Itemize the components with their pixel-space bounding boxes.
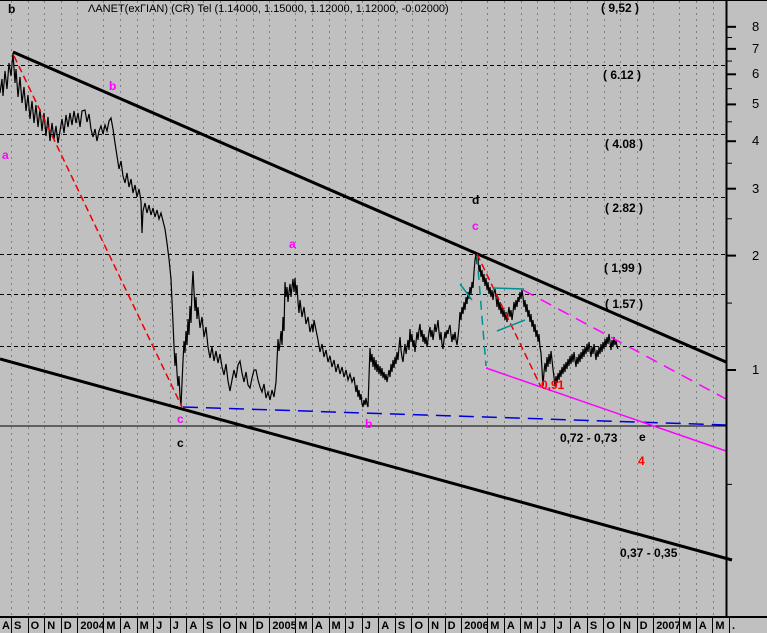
x-axis-month-cell: N <box>620 618 637 633</box>
x-axis-year-cell: 2006 <box>461 618 487 633</box>
teal-left-segment <box>459 283 473 301</box>
x-axis-month-cell: D <box>252 618 270 633</box>
magenta-solid-trendline <box>485 367 727 452</box>
x-axis-month-cell: M <box>295 618 312 633</box>
magenta-dashed-trendline <box>522 289 727 400</box>
red-trendline-2006 <box>476 253 542 388</box>
x-axis-month-cell: M <box>520 618 537 633</box>
x-axis-strip: A S O N D 2004 M A M J J A S O N D 2005 M A M J J A S O N D 2006 M A M… <box>0 616 767 633</box>
x-axis-month-cell: N <box>428 618 445 633</box>
x-axis-month-cell: S <box>394 618 412 633</box>
x-axis-month-cell: J <box>345 618 362 633</box>
x-axis-month-cell: J <box>553 618 571 633</box>
x-axis-month-cell: M <box>679 618 696 633</box>
x-axis-month-cell: J <box>169 618 187 633</box>
x-axis-month-cell: A <box>186 618 203 633</box>
x-axis-month-cell: A <box>695 618 713 633</box>
x-axis-month-cell: J <box>153 618 170 633</box>
x-axis-month-cell: M <box>103 618 120 633</box>
upper-channel-trendline <box>12 50 727 364</box>
x-axis-month-cell: A <box>378 618 395 633</box>
x-axis-month-cell: A <box>2 620 10 632</box>
x-axis-month-cell: D <box>636 618 654 633</box>
x-axis-year-cell: 2005 <box>269 618 295 633</box>
x-axis-month-cell: A <box>570 618 587 633</box>
x-axis-year-cell: 2007 <box>653 618 679 633</box>
x-axis-month-cell: D <box>60 618 78 633</box>
x-axis-month-cell: J <box>361 618 379 633</box>
teal-flag-top <box>492 287 525 290</box>
x-axis-month-cell: A <box>311 618 329 633</box>
x-axis-month-cell: N <box>44 618 61 633</box>
red-trendline-2004 <box>13 55 183 408</box>
x-axis-month-cell: M <box>712 618 729 633</box>
x-axis-year-cell: 2004 <box>77 618 103 633</box>
x-axis-month-cell: O <box>219 618 237 633</box>
x-axis-month-cell: . <box>728 618 767 633</box>
teal-flag-bottom <box>496 319 526 332</box>
x-axis-month-cell: M <box>328 618 346 633</box>
x-axis-month-cell: S <box>586 618 604 633</box>
x-axis-month-cell: O <box>603 618 620 633</box>
x-axis-month-cell: M <box>136 618 154 633</box>
x-axis-month-cell: O <box>27 618 45 633</box>
x-axis-month-cell: M <box>487 618 504 633</box>
x-axis-month-cell: N <box>236 618 253 633</box>
lower-channel-trendline <box>0 357 733 562</box>
teal-vertical-dashed <box>476 255 487 367</box>
x-axis-month-cell: A <box>119 618 137 633</box>
x-axis-month-cell: A <box>503 618 521 633</box>
x-axis-month-cell: J <box>537 618 554 633</box>
x-axis-month-cell: O <box>411 618 428 633</box>
x-axis-month-cell: S <box>202 618 220 633</box>
price-series-line <box>0 52 619 408</box>
x-axis-month-cell: S <box>11 618 28 633</box>
x-axis-month-cell: D <box>444 618 462 633</box>
